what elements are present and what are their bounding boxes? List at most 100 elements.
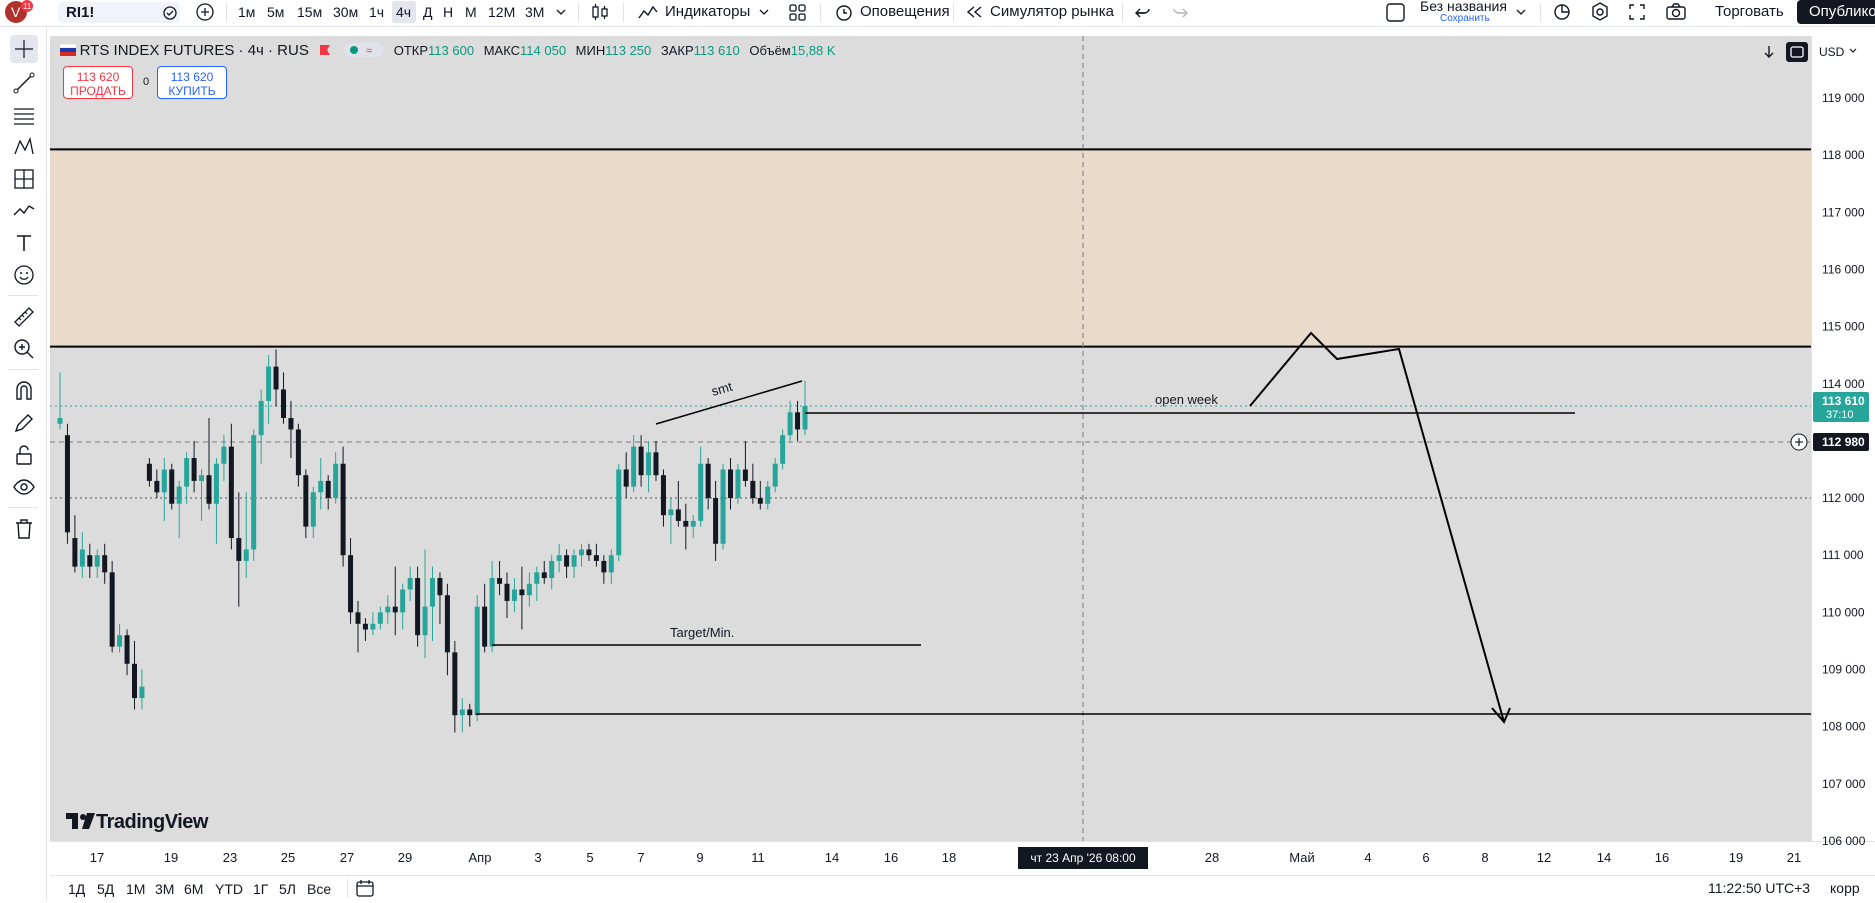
go-to-date-calendar-icon[interactable] [355, 878, 375, 903]
range-ytd[interactable]: YTD [215, 881, 243, 897]
candle-body [608, 555, 614, 573]
currency-select[interactable]: USD [1819, 42, 1858, 62]
candle-body [64, 435, 70, 533]
compare-toggle-icon[interactable] [1786, 42, 1808, 62]
candle-body [541, 572, 547, 579]
layouts-grid-icon[interactable] [788, 0, 808, 24]
user-avatar[interactable]: V 11 [3, 0, 33, 24]
brush-tool-icon[interactable] [10, 197, 38, 225]
candle-body [646, 452, 652, 476]
text-tool-icon[interactable] [10, 229, 38, 257]
screenshot-camera-icon[interactable] [1665, 0, 1687, 24]
emoji-tool-icon[interactable] [10, 261, 38, 289]
separator [347, 879, 348, 898]
stay-in-drawing-mode-icon[interactable] [10, 409, 38, 437]
timeframe-30m[interactable]: 30м [333, 4, 359, 20]
market-replay-button[interactable]: Симулятор рынка [990, 3, 1114, 20]
candles-type-icon[interactable] [590, 0, 610, 24]
timeframe-3m[interactable]: 3М [525, 4, 545, 20]
range-5y[interactable]: 5Л [279, 881, 296, 897]
alert-clock-icon[interactable] [833, 0, 855, 24]
symbol-search[interactable]: RI1! [58, 2, 180, 23]
time-tick-label: 9 [696, 850, 703, 865]
trend-line-tool-icon[interactable] [10, 69, 38, 97]
indicators-chevron-icon[interactable] [757, 0, 771, 24]
magnet-tool-icon[interactable] [10, 377, 38, 405]
add-symbol-icon[interactable] [195, 0, 215, 24]
time-tick-label: Апр [469, 850, 492, 865]
candle-body [735, 469, 741, 499]
timeframe-day[interactable]: Д [423, 4, 433, 20]
layout-save-link[interactable]: Сохранить [1440, 13, 1490, 24]
time-tick-label: 19 [164, 850, 178, 865]
projection-tool-icon[interactable] [10, 165, 38, 193]
timeframe-12m[interactable]: 12М [488, 4, 516, 20]
timeframe-5m[interactable]: 5м [267, 4, 285, 20]
crosshair-tool-icon[interactable] [10, 35, 38, 63]
timeframe-month[interactable]: М [465, 4, 477, 20]
zoom-tool-icon[interactable] [10, 335, 38, 363]
time-tick-label: 3 [534, 850, 541, 865]
undo-icon[interactable] [1133, 0, 1153, 24]
range-3m[interactable]: 3М [155, 881, 175, 897]
range-6m[interactable]: 6М [184, 881, 204, 897]
alerts-button[interactable]: Оповещения [860, 3, 950, 20]
layout-checkbox-icon[interactable] [1385, 0, 1407, 24]
add-alert-plus-icon-glyph [1795, 438, 1803, 447]
range-5d[interactable]: 5Д [97, 881, 115, 897]
hide-drawings-eye-icon[interactable] [10, 473, 38, 501]
candle-body [459, 709, 465, 716]
range-all[interactable]: Все [307, 881, 332, 897]
range-1d[interactable]: 1Д [68, 881, 86, 897]
indicators-icon[interactable] [637, 0, 659, 24]
top-toolbar: V 11 RI1! 1м 5м 15м 30м 1ч 4ч Д Н М 12М 3… [0, 0, 1875, 27]
legend-symbol[interactable]: RTS INDEX FUTURES · 4ч · RUS [79, 42, 309, 59]
compare-symbol-icon [163, 6, 177, 20]
time-tick-label: 23 [223, 850, 237, 865]
clock-timezone[interactable]: 11:22:50 UTC+3 [1708, 880, 1811, 896]
timeframe-1h[interactable]: 1ч [369, 4, 385, 20]
candle-body [400, 589, 406, 613]
lock-drawings-icon[interactable] [10, 441, 38, 469]
tradingview-logo[interactable]: TradingView [66, 811, 208, 834]
projection-arrow-head [1491, 707, 1511, 724]
publish-button[interactable]: Опубликовать [1797, 0, 1875, 24]
timeframe-dropdown-chevron-icon[interactable] [554, 0, 568, 24]
pattern-tool-icon[interactable] [10, 133, 38, 161]
fullscreen-icon[interactable] [1627, 0, 1647, 24]
sell-button[interactable]: 113 620 ПРОДАТЬ [63, 66, 133, 99]
time-tick-label: Май [1289, 850, 1314, 865]
adjustment-toggle[interactable]: корр [1830, 880, 1860, 896]
layout-name[interactable]: Без названия [1420, 0, 1507, 14]
svg-text:≈: ≈ [366, 45, 372, 57]
replay-rewind-icon[interactable] [965, 0, 985, 24]
delete-trash-icon[interactable] [10, 515, 38, 543]
time-axis[interactable] [50, 841, 1875, 876]
range-1m[interactable]: 1М [126, 881, 146, 897]
price-tick-label: 108 000 [1822, 720, 1866, 734]
range-1y[interactable]: 1Г [253, 881, 269, 897]
timeframe-1m[interactable]: 1м [238, 4, 256, 20]
candle-body [385, 606, 391, 613]
indicators-button[interactable]: Индикаторы [665, 3, 751, 20]
settings-gear-icon[interactable] [1589, 0, 1611, 24]
candle-body [318, 480, 324, 493]
timeframe-4h[interactable]: 4ч [396, 4, 412, 20]
trade-button[interactable]: Торговать [1715, 3, 1784, 20]
timeframe-week[interactable]: Н [443, 4, 454, 20]
quick-search-icon[interactable] [1552, 0, 1574, 24]
buy-button[interactable]: 113 620 КУПИТЬ [157, 66, 227, 99]
redo-icon[interactable] [1170, 0, 1190, 24]
fib-retracement-tool-icon[interactable] [10, 101, 38, 129]
candle-body [489, 578, 495, 647]
russia-flag-icon [59, 43, 77, 56]
currency-chevron-icon [1849, 48, 1857, 53]
candle-body [221, 446, 227, 464]
timeframe-15m[interactable]: 15м [297, 4, 323, 20]
ruler-tool-icon[interactable] [10, 303, 38, 331]
candle-body [802, 406, 808, 430]
scroll-down-arrow-icon[interactable] [1759, 42, 1779, 62]
tv-logo-icon [66, 813, 95, 829]
candle-body [586, 549, 592, 556]
layout-chevron-icon[interactable] [1514, 0, 1528, 24]
